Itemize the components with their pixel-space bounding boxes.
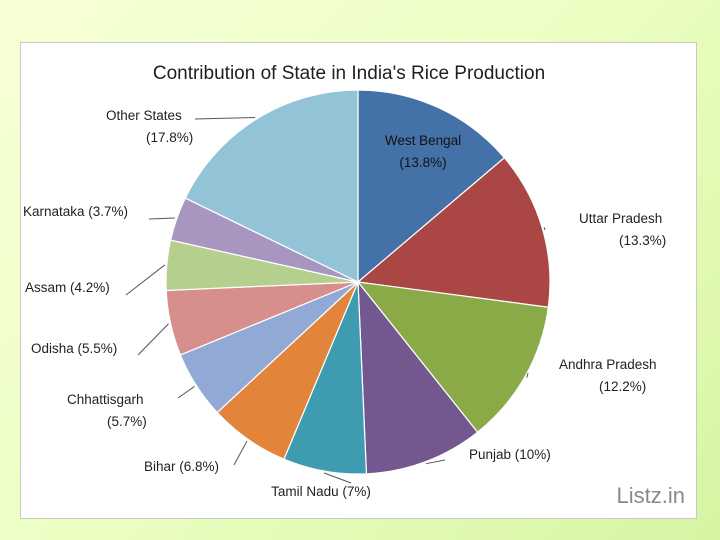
pie-slice-west-bengal [357,89,506,284]
slice-label: Punjab (10%) [469,447,551,462]
slice-label: Bihar (6.8%) [144,459,219,474]
pie-slice-andhra-pradesh [356,281,550,434]
slice-label: Tamil Nadu (7%) [271,484,371,499]
slice-label: Assam (4.2%) [25,280,110,295]
leader-line [177,386,195,399]
leader-line [323,472,352,484]
slice-label: Andhra Pradesh (12.2%) [559,357,657,394]
pie-slice-punjab [357,280,479,475]
leader-line [425,459,446,465]
watermark-text: Listz.in [617,483,685,508]
slice-label: Karnataka (3.7%) [23,204,128,219]
slice-label: Uttar Pradesh (13.3%) [579,211,666,248]
chart-title: Contribution of State in India's Rice Pr… [153,63,545,84]
leader-line [233,440,248,466]
pie-slice-other-states [184,89,359,283]
leader-line [194,117,256,120]
slice-label: Other States (17.8%) [106,108,193,145]
chart-frame: Contribution of State in India's Rice Pr… [20,42,697,519]
slice-label: Odisha (5.5%) [31,341,117,356]
pie-slices [165,89,551,475]
leader-line [543,227,546,231]
leader-line [526,372,529,378]
pie-slice-uttar-pradesh [356,156,551,308]
slice-label: Chhattisgarh (5.7%) [67,392,147,429]
slice-label: West Bengal (13.8%) [385,133,461,170]
leader-line [125,264,166,296]
leader-line [148,217,175,220]
leader-line [137,323,169,356]
leader-lines [125,117,546,484]
pie-chart: Contribution of State in India's Rice Pr… [23,63,685,508]
slice-labels: West Bengal (13.8%) Uttar Pradesh (13.3%) An… [23,108,666,499]
